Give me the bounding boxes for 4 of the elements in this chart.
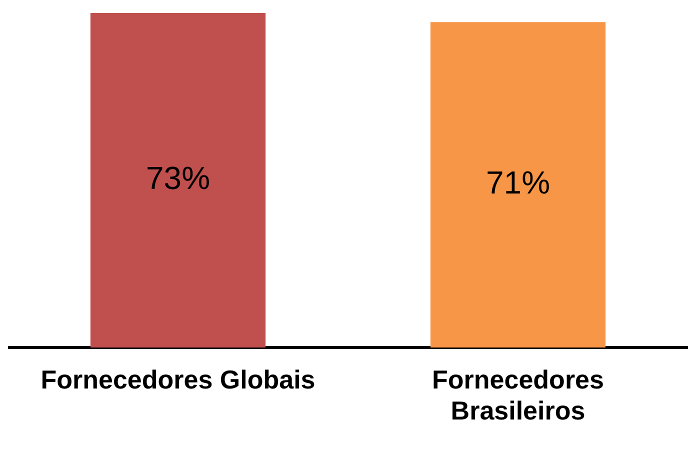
data-label: 73% [146, 160, 210, 196]
data-label: 71% [486, 164, 550, 201]
x-tick-label: Fornecedores Brasileiros [432, 364, 604, 426]
x-tick-label: Fornecedores Globais [40, 364, 316, 394]
